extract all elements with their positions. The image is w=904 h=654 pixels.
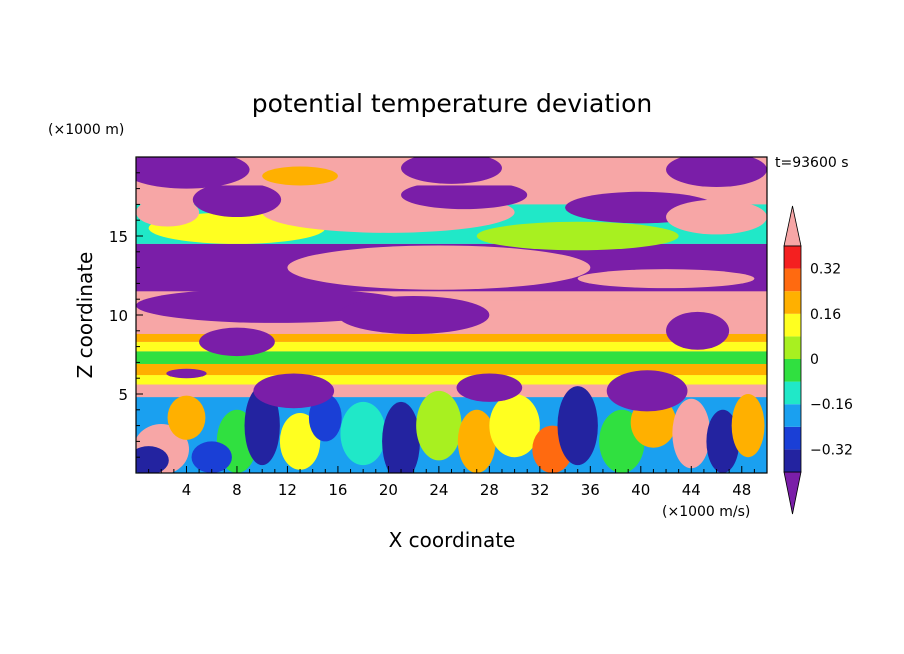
- field-upper-pink-4: [136, 198, 200, 227]
- field-upper-pink-5: [666, 199, 767, 235]
- y-unit-label: (×1000 m): [48, 122, 124, 138]
- field-top-purple-2: [401, 157, 502, 184]
- colorbar: 0.32 0.16 0 −0.16 −0.32: [783, 205, 853, 515]
- y-tick-label: 15: [109, 228, 128, 246]
- colorbar-tick-label: 0.32: [810, 262, 841, 278]
- field-lower-cell-5: [279, 412, 321, 470]
- field-lower-cell-17: [706, 409, 740, 473]
- time-label: t=93600 s: [775, 155, 849, 171]
- colorbar-tick-label: −0.32: [810, 442, 853, 458]
- colorbar-swatch: [784, 246, 801, 269]
- x-tick-label: 24: [429, 481, 448, 499]
- field-dome-2: [456, 373, 523, 402]
- x-tick-label: 44: [682, 481, 701, 499]
- colorbar-tick-label: 0.16: [810, 307, 841, 323]
- colorbar-swatch: [784, 313, 801, 337]
- x-axis-label: X coordinate: [389, 528, 516, 552]
- colorbar-frame: [783, 245, 802, 473]
- x-tick-label: 16: [328, 481, 347, 499]
- field-top-purple-3: [666, 157, 767, 188]
- field-upper-pink-1: [287, 245, 591, 290]
- field-upper-pink-2: [577, 269, 755, 289]
- colorbar-swatch: [784, 426, 801, 450]
- x-tick-label: 32: [530, 481, 549, 499]
- field-lower-cell-2: [167, 395, 206, 440]
- colorbar-max-extend: [783, 205, 802, 247]
- colorbar-tick-label: 0: [810, 352, 819, 368]
- field-dome-1: [253, 373, 335, 409]
- field-band-green: [136, 351, 767, 364]
- field-band-yellow: [136, 375, 767, 385]
- field-lower-cell-11: [489, 394, 540, 458]
- field-lower-cell-9: [416, 390, 462, 461]
- x-tick-label: 40: [631, 481, 650, 499]
- field-lower-cell-13: [557, 386, 598, 466]
- field-lower-cell-19: [136, 446, 169, 473]
- field-dome-4: [166, 368, 207, 379]
- x-tick-label: 48: [732, 481, 751, 499]
- colorbar-swatch: [784, 404, 801, 427]
- y-tick-label: 5: [118, 386, 128, 404]
- field-dome-3: [606, 370, 688, 412]
- x-tick-label: 12: [278, 481, 297, 499]
- x-tick-label: 28: [480, 481, 499, 499]
- x-tick-label: 4: [182, 481, 192, 499]
- field-lower-cell-10: [457, 409, 496, 473]
- field-lower-cell-18: [731, 394, 765, 458]
- field-mid-purple-2: [337, 296, 490, 334]
- field-mid-purple-3: [199, 327, 275, 357]
- field-top-purple-1: [136, 157, 250, 189]
- chart-title: potential temperature deviation: [252, 89, 652, 118]
- field-upper-lime: [476, 221, 679, 251]
- x-axis: 4 8 12 16 20 24 28 32 36 40 44 48: [148, 466, 755, 499]
- colorbar-tick-label: −0.16: [810, 397, 853, 413]
- field-band-orange: [136, 363, 767, 376]
- field-mid-purple-4: [666, 311, 730, 350]
- colorbar-swatch: [784, 359, 801, 382]
- field-top-orange: [262, 166, 338, 186]
- colorbar-min-extend: [783, 471, 802, 515]
- y-axis-label: Z coordinate: [73, 252, 97, 379]
- colorbar-swatch: [784, 336, 801, 359]
- field-lower-cell-7: [340, 401, 386, 466]
- field-lower-cell-4: [244, 386, 280, 466]
- contour-field: [136, 157, 767, 473]
- x-tick-label: 36: [581, 481, 600, 499]
- field-band-yellow-2: [136, 341, 767, 352]
- colorbar-swatch: [784, 449, 801, 472]
- field-lower-cell-6: [308, 394, 342, 442]
- colorbar-swatch: [784, 268, 801, 292]
- colorbar-swatch: [784, 381, 801, 405]
- field-lower-cell-8: [382, 401, 420, 473]
- field-band-orange-2: [136, 333, 767, 342]
- y-tick-label: 10: [109, 307, 128, 325]
- y-axis: 5 10 15: [109, 172, 143, 458]
- field-lower-cell-16: [672, 398, 711, 469]
- field-lower-cell-20: [191, 441, 232, 473]
- field-upper-purple-3: [192, 182, 282, 218]
- x-tick-label: 20: [379, 481, 398, 499]
- colorbar-swatch: [784, 291, 801, 314]
- field-upper-purple-4: [401, 180, 528, 210]
- x-unit-label: (×1000 m/s): [662, 504, 750, 520]
- x-tick-label: 8: [232, 481, 242, 499]
